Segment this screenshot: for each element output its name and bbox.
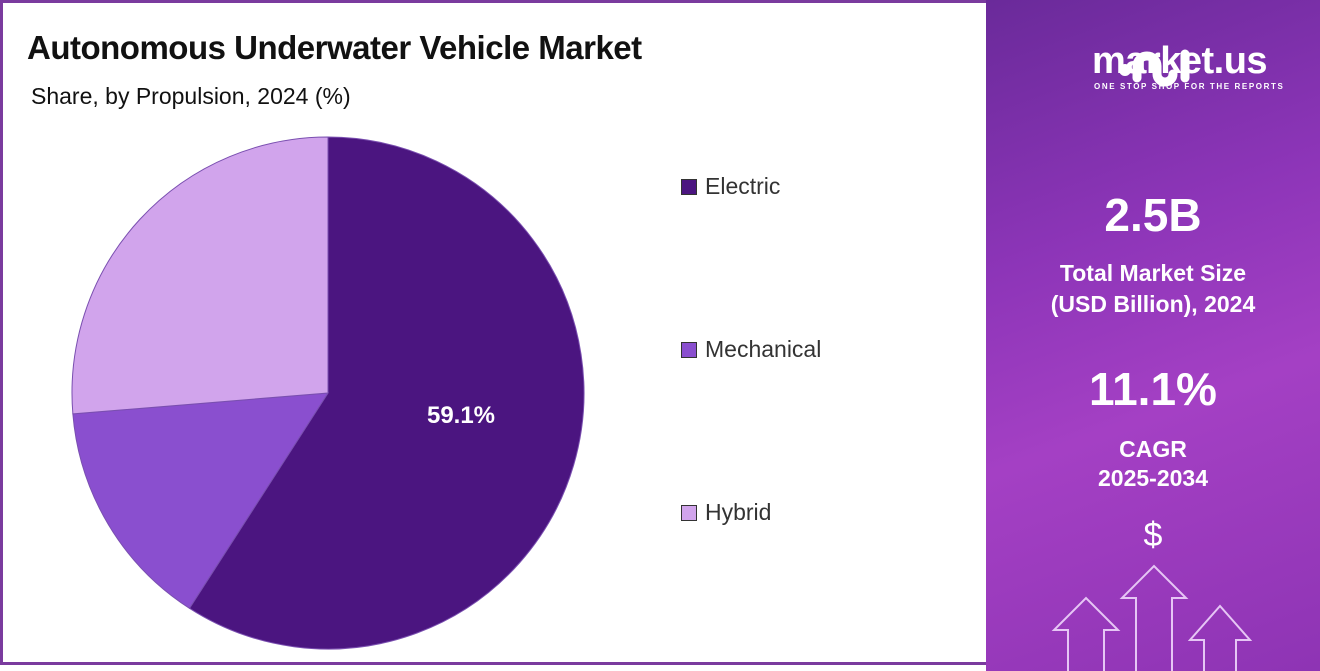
cagr-period: 2025-2034: [1098, 465, 1208, 491]
legend-label: Electric: [705, 173, 781, 199]
legend-item-hybrid: Hybrid: [681, 499, 771, 526]
brand-tagline: ONE STOP SHOP FOR THE REPORTS: [1094, 82, 1285, 91]
growth-arrows-icon: [1051, 564, 1253, 671]
market-size-label-2: (USD Billion), 2024: [1050, 291, 1256, 317]
pie-slice-mechanical: [72, 392, 329, 609]
dollar-icon: $: [1143, 516, 1163, 554]
chart-subtitle: Share, by Propulsion, 2024 (%): [31, 83, 351, 109]
cagr-value: 11.1%: [1089, 363, 1217, 415]
chart-title: Autonomous Underwater Vehicle Market: [27, 29, 642, 66]
legend-swatch: [681, 341, 697, 358]
brand-name: market.us: [1092, 40, 1268, 82]
market-size-value: 2.5B: [1104, 189, 1202, 241]
chart-panel: Autonomous Underwater Vehicle Market Sha…: [0, 0, 986, 665]
legend-label: Hybrid: [705, 499, 772, 525]
legend-item-mechanical: Mechanical: [681, 336, 821, 363]
data-label-electric: 59.1%: [427, 402, 495, 429]
legend-swatch: [681, 178, 697, 195]
legend-swatch: [681, 504, 697, 521]
pie-chart: 59.1%: [71, 136, 585, 650]
cagr-label: CAGR: [1119, 436, 1187, 462]
stats-panel: market.us ONE STOP SHOP FOR THE REPORTS …: [986, 0, 1320, 671]
market-size-label-1: Total Market Size: [1059, 260, 1247, 286]
legend-label: Mechanical: [705, 336, 822, 362]
brand-logo: market.us ONE STOP SHOP FOR THE REPORTS: [1010, 40, 1300, 91]
market-us-logo-icon: [1119, 49, 1190, 87]
pie-slice-hybrid: [71, 136, 329, 415]
pie-slice-electric: [188, 136, 585, 650]
legend-item-electric: Electric: [681, 173, 780, 200]
